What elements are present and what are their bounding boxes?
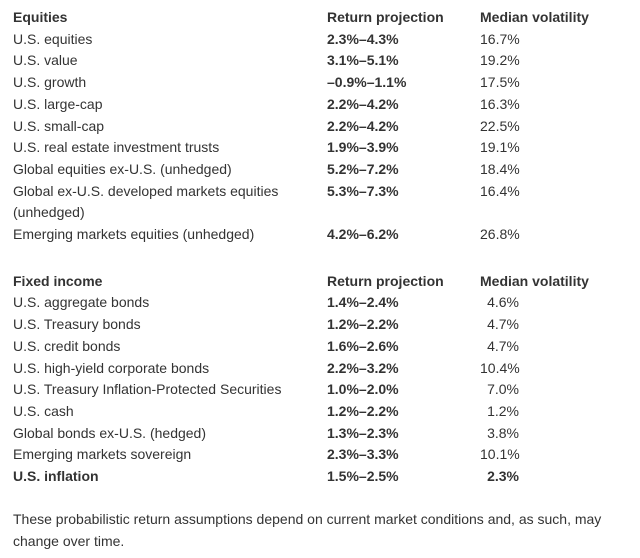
asset-label: U.S. inflation — [13, 468, 99, 485]
table-row: U.S. growth –0.9%–1.1% 17.5% — [13, 72, 630, 94]
volatility-value: 19.1% — [480, 139, 520, 156]
asset-label: U.S. Treasury Inflation-Protected Securi… — [13, 381, 282, 398]
return-projection-value: 1.2%–2.2% — [327, 316, 399, 333]
volatility-value: 4.6% — [487, 294, 519, 311]
table-row: U.S. aggregate bonds 1.4%–2.4% 4.6% — [13, 292, 630, 314]
asset-label: U.S. real estate investment trusts — [13, 139, 220, 156]
return-projection-value: 1.5%–2.5% — [327, 468, 399, 485]
asset-label: Emerging markets equities (unhedged) — [13, 226, 255, 243]
table-row-us-inflation: U.S. inflation 1.5%–2.5% 2.3% — [13, 466, 630, 488]
return-projection-value: 5.2%–7.2% — [327, 160, 399, 177]
table-row: U.S. Treasury Inflation-Protected Securi… — [13, 379, 630, 401]
volatility-value: 17.5% — [480, 74, 520, 91]
fixed-income-header-row: Fixed income Return projection Median vo… — [13, 271, 630, 293]
volatility-value: 10.1% — [480, 446, 520, 463]
table-row: Emerging markets sovereign 2.3%–3.3% 10.… — [13, 444, 630, 466]
table-row: U.S. value 3.1%–5.1% 19.2% — [13, 50, 630, 72]
column-header-equities: Equities — [13, 9, 68, 25]
asset-label: U.S. equities — [13, 30, 93, 47]
table-row: Global equities ex-U.S. (unhedged) 5.2%–… — [13, 159, 630, 181]
volatility-value: 16.4% — [480, 182, 520, 199]
asset-label: U.S. value — [13, 52, 78, 69]
asset-label: U.S. credit bonds — [13, 337, 121, 354]
volatility-value: 1.2% — [487, 402, 519, 419]
volatility-value: 16.3% — [480, 95, 520, 112]
return-projection-value: 2.2%–3.2% — [327, 359, 399, 376]
return-projection-value: 2.3%–3.3% — [327, 446, 399, 463]
return-projection-value: 2.2%–4.2% — [327, 117, 399, 134]
return-projection-value: –0.9%–1.1% — [327, 74, 407, 91]
table-row: U.S. real estate investment trusts 1.9%–… — [13, 137, 630, 159]
table-row: U.S. small-cap 2.2%–4.2% 22.5% — [13, 116, 630, 138]
table-row: U.S. cash 1.2%–2.2% 1.2% — [13, 401, 630, 423]
volatility-value: 7.0% — [487, 381, 519, 398]
equities-section: Equities Return projection Median volati… — [13, 7, 630, 246]
return-projection-value: 4.2%–6.2% — [327, 226, 399, 243]
asset-label: Global equities ex-U.S. (unhedged) — [13, 160, 232, 177]
return-projection-value: 5.3%–7.3% — [327, 182, 399, 199]
column-header-return-projection: Return projection — [327, 272, 444, 289]
asset-label: U.S. small-cap — [13, 117, 105, 134]
return-projection-value: 1.9%–3.9% — [327, 139, 399, 156]
asset-label: Emerging markets sovereign — [13, 446, 192, 463]
return-projection-value: 1.4%–2.4% — [327, 294, 399, 311]
asset-label: U.S. cash — [13, 402, 74, 419]
table-row: U.S. high-yield corporate bonds 2.2%–3.2… — [13, 358, 630, 380]
volatility-value: 3.8% — [487, 424, 519, 441]
volatility-value: 18.4% — [480, 160, 520, 177]
asset-label: Global ex-U.S. developed markets equitie… — [13, 182, 279, 221]
footnote: These probabilistic return assumptions d… — [13, 510, 602, 550]
column-header-median-volatility: Median volatility — [480, 9, 589, 25]
return-projection-value: 1.2%–2.2% — [327, 402, 399, 419]
column-header-fixed-income: Fixed income — [13, 272, 103, 289]
asset-label: U.S. large-cap — [13, 95, 103, 112]
volatility-value: 4.7% — [487, 316, 519, 333]
return-projection-value: 3.1%–5.1% — [327, 52, 399, 69]
asset-label: U.S. high-yield corporate bonds — [13, 359, 210, 376]
return-projection-value: 1.6%–2.6% — [327, 337, 399, 354]
return-projection-value: 1.0%–2.0% — [327, 381, 399, 398]
equities-header-row: Equities Return projection Median volati… — [13, 7, 630, 29]
table-row: U.S. large-cap 2.2%–4.2% 16.3% — [13, 94, 630, 116]
volatility-value: 10.4% — [480, 359, 520, 376]
volatility-value: 2.3% — [487, 468, 519, 485]
return-projection-value: 1.3%–2.3% — [327, 424, 399, 441]
volatility-value: 19.2% — [480, 52, 520, 69]
table-row: U.S. equities 2.3%–4.3% 16.7% — [13, 29, 630, 51]
volatility-value: 4.7% — [487, 337, 519, 354]
fixed-income-section: Fixed income Return projection Median vo… — [13, 271, 630, 488]
table-row: U.S. credit bonds 1.6%–2.6% 4.7% — [13, 336, 630, 358]
column-header-return-projection: Return projection — [327, 9, 444, 25]
table-row: Emerging markets equities (unhedged) 4.2… — [13, 224, 630, 246]
asset-label: Global bonds ex-U.S. (hedged) — [13, 424, 206, 441]
table-row: U.S. Treasury bonds 1.2%–2.2% 4.7% — [13, 314, 630, 336]
asset-label: U.S. Treasury bonds — [13, 316, 141, 333]
volatility-value: 22.5% — [480, 117, 520, 134]
return-projection-value: 2.2%–4.2% — [327, 95, 399, 112]
return-projection-value: 2.3%–4.3% — [327, 30, 399, 47]
column-header-median-volatility: Median volatility — [480, 272, 589, 289]
volatility-value: 26.8% — [480, 226, 520, 243]
asset-label: U.S. aggregate bonds — [13, 294, 150, 311]
table-row: Global bonds ex-U.S. (hedged) 1.3%–2.3% … — [13, 423, 630, 445]
table-row: Global ex-U.S. developed markets equitie… — [13, 181, 630, 224]
asset-label: U.S. growth — [13, 74, 87, 91]
volatility-value: 16.7% — [480, 30, 520, 47]
